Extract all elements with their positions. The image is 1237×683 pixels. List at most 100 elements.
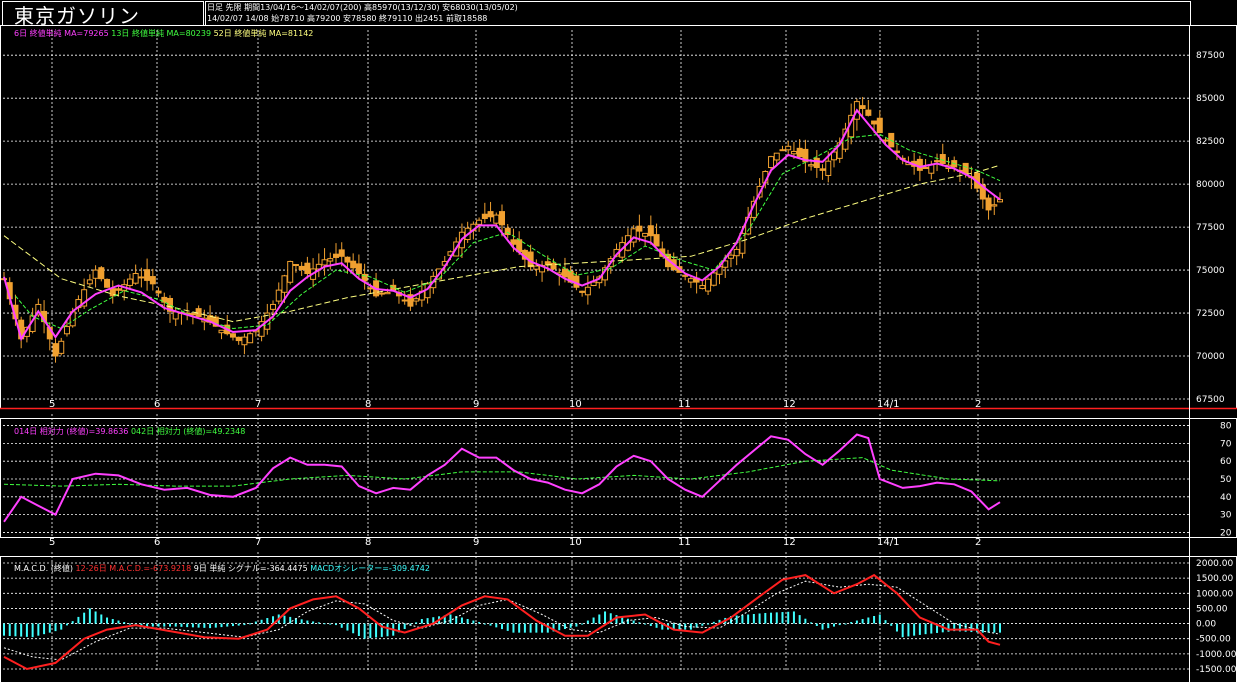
macd-oscillator-bar	[460, 617, 463, 624]
macd-y-tick: 0.00	[1196, 620, 1216, 630]
macd-oscillator-bar	[369, 623, 372, 639]
candle-body	[413, 298, 420, 302]
candle-body	[722, 260, 729, 268]
rsi42-line	[3, 457, 1001, 487]
macd-x-label: 7	[255, 681, 261, 683]
macd-oscillator-bar	[501, 623, 503, 630]
candle-body	[321, 259, 328, 266]
macd-oscillator-bar	[764, 612, 767, 624]
macd-oscillator-bar	[907, 623, 910, 637]
macd-oscillator-bar	[878, 614, 881, 624]
macd-oscillator-bar	[260, 619, 263, 624]
candle-body	[144, 269, 151, 281]
macd-oscillator-bar	[43, 623, 46, 635]
candle-body	[997, 199, 1003, 203]
macd-oscillator-bar	[380, 623, 383, 637]
candle-body	[579, 290, 586, 293]
macd-oscillator-bar	[689, 623, 692, 630]
macd-oscillator-bar	[833, 623, 835, 627]
macd-oscillator-bar	[735, 615, 738, 624]
macd-oscillator-bar	[71, 621, 74, 624]
macd-oscillator-bar	[151, 623, 154, 627]
macd-oscillator-bar	[792, 611, 795, 624]
macd-oscillator-bar	[231, 623, 234, 627]
rsi-y-tick: 30	[1220, 511, 1232, 521]
macd-oscillator-bar	[54, 623, 57, 632]
candle-body	[292, 264, 299, 267]
candle-body	[167, 297, 173, 312]
macd-oscillator-bar	[197, 623, 200, 628]
macd-oscillator-bar	[604, 611, 607, 624]
candle-body	[218, 329, 225, 334]
macd-oscillator-bar	[352, 623, 355, 634]
rsi-y-tick: 50	[1220, 475, 1232, 485]
macd-oscillator-bar	[117, 620, 120, 624]
macd-oscillator-bar	[970, 623, 973, 633]
macd-oscillator-bar	[518, 623, 521, 633]
price-y-tick: 77500	[1196, 223, 1225, 233]
candle-body	[487, 211, 494, 218]
macd-oscillator-bar	[644, 623, 647, 625]
macd-oscillator-bar	[88, 608, 91, 624]
macd-oscillator-bar	[403, 623, 406, 630]
macd-oscillator-bar	[758, 613, 761, 624]
macd-oscillator-bar	[483, 623, 486, 625]
macd-oscillator-bar	[449, 614, 452, 624]
macd-y-tick: -500.00	[1196, 635, 1231, 645]
candle-body	[796, 147, 803, 158]
macd-x-label: 5	[49, 681, 55, 683]
macd-oscillator-bar	[844, 623, 847, 625]
candle-body	[98, 267, 105, 280]
price-x-label: 9	[473, 399, 479, 410]
macd-oscillator-bar	[357, 623, 360, 636]
candle-body	[350, 260, 357, 269]
macd-oscillator-bar	[420, 619, 423, 624]
macd-oscillator-bar	[707, 623, 710, 625]
price-x-label: 7	[255, 399, 261, 410]
macd-oscillator-bar	[964, 623, 967, 632]
macd-oscillator-bar	[626, 618, 629, 624]
candle-body	[653, 234, 660, 247]
macd-x-label: 10	[569, 681, 582, 683]
candle-body	[682, 274, 689, 277]
rsi-x-label: 2	[975, 537, 981, 548]
macd-oscillator-bar	[100, 614, 103, 624]
macd-oscillator-bar	[821, 623, 824, 630]
candle-body	[481, 213, 488, 220]
macd-line	[3, 573, 1001, 671]
macd-oscillator-bar	[289, 616, 292, 624]
macd-legend: M.A.C.D. (終値) 12-26日 M.A.C.D.=-673.9218 …	[14, 563, 430, 574]
macd-oscillator-bar	[523, 623, 526, 633]
macd-oscillator-bar	[563, 623, 566, 630]
period-info: 日足 先限 期間13/04/16〜14/02/07(200) 高85970(13…	[207, 3, 518, 12]
macd-oscillator-bar	[890, 623, 893, 626]
candle-body	[229, 333, 236, 338]
candle-body	[710, 272, 717, 286]
legend-macd-title: M.A.C.D. (終値)	[14, 564, 73, 573]
candle-body	[831, 151, 837, 161]
macd-oscillator-bar	[592, 617, 595, 624]
rsi-x-label: 9	[473, 537, 479, 548]
candle-body	[298, 265, 305, 270]
macd-oscillator-bar	[678, 623, 681, 630]
candle-body	[86, 279, 93, 285]
macd-oscillator-bar	[512, 623, 515, 633]
candle-body	[355, 263, 362, 275]
candle-body	[155, 290, 162, 294]
macd-y-tick: 2000.00	[1196, 559, 1233, 569]
macd-oscillator-bar	[770, 612, 773, 624]
macd-oscillator-bar	[323, 623, 326, 625]
macd-oscillator-bar	[729, 616, 732, 624]
macd-oscillator-bar	[226, 623, 229, 627]
candle-body	[808, 164, 815, 167]
candle-body	[172, 311, 179, 320]
candle-body	[401, 299, 408, 302]
price-y-tick: 72500	[1196, 309, 1225, 319]
macd-oscillator-bar	[958, 623, 961, 632]
candle-body	[499, 211, 505, 226]
candle-body	[733, 248, 740, 257]
macd-oscillator-bar	[300, 619, 303, 624]
candle-body	[493, 214, 500, 224]
macd-oscillator-bar	[254, 621, 257, 624]
macd-y-tick: 1000.00	[1196, 589, 1233, 599]
